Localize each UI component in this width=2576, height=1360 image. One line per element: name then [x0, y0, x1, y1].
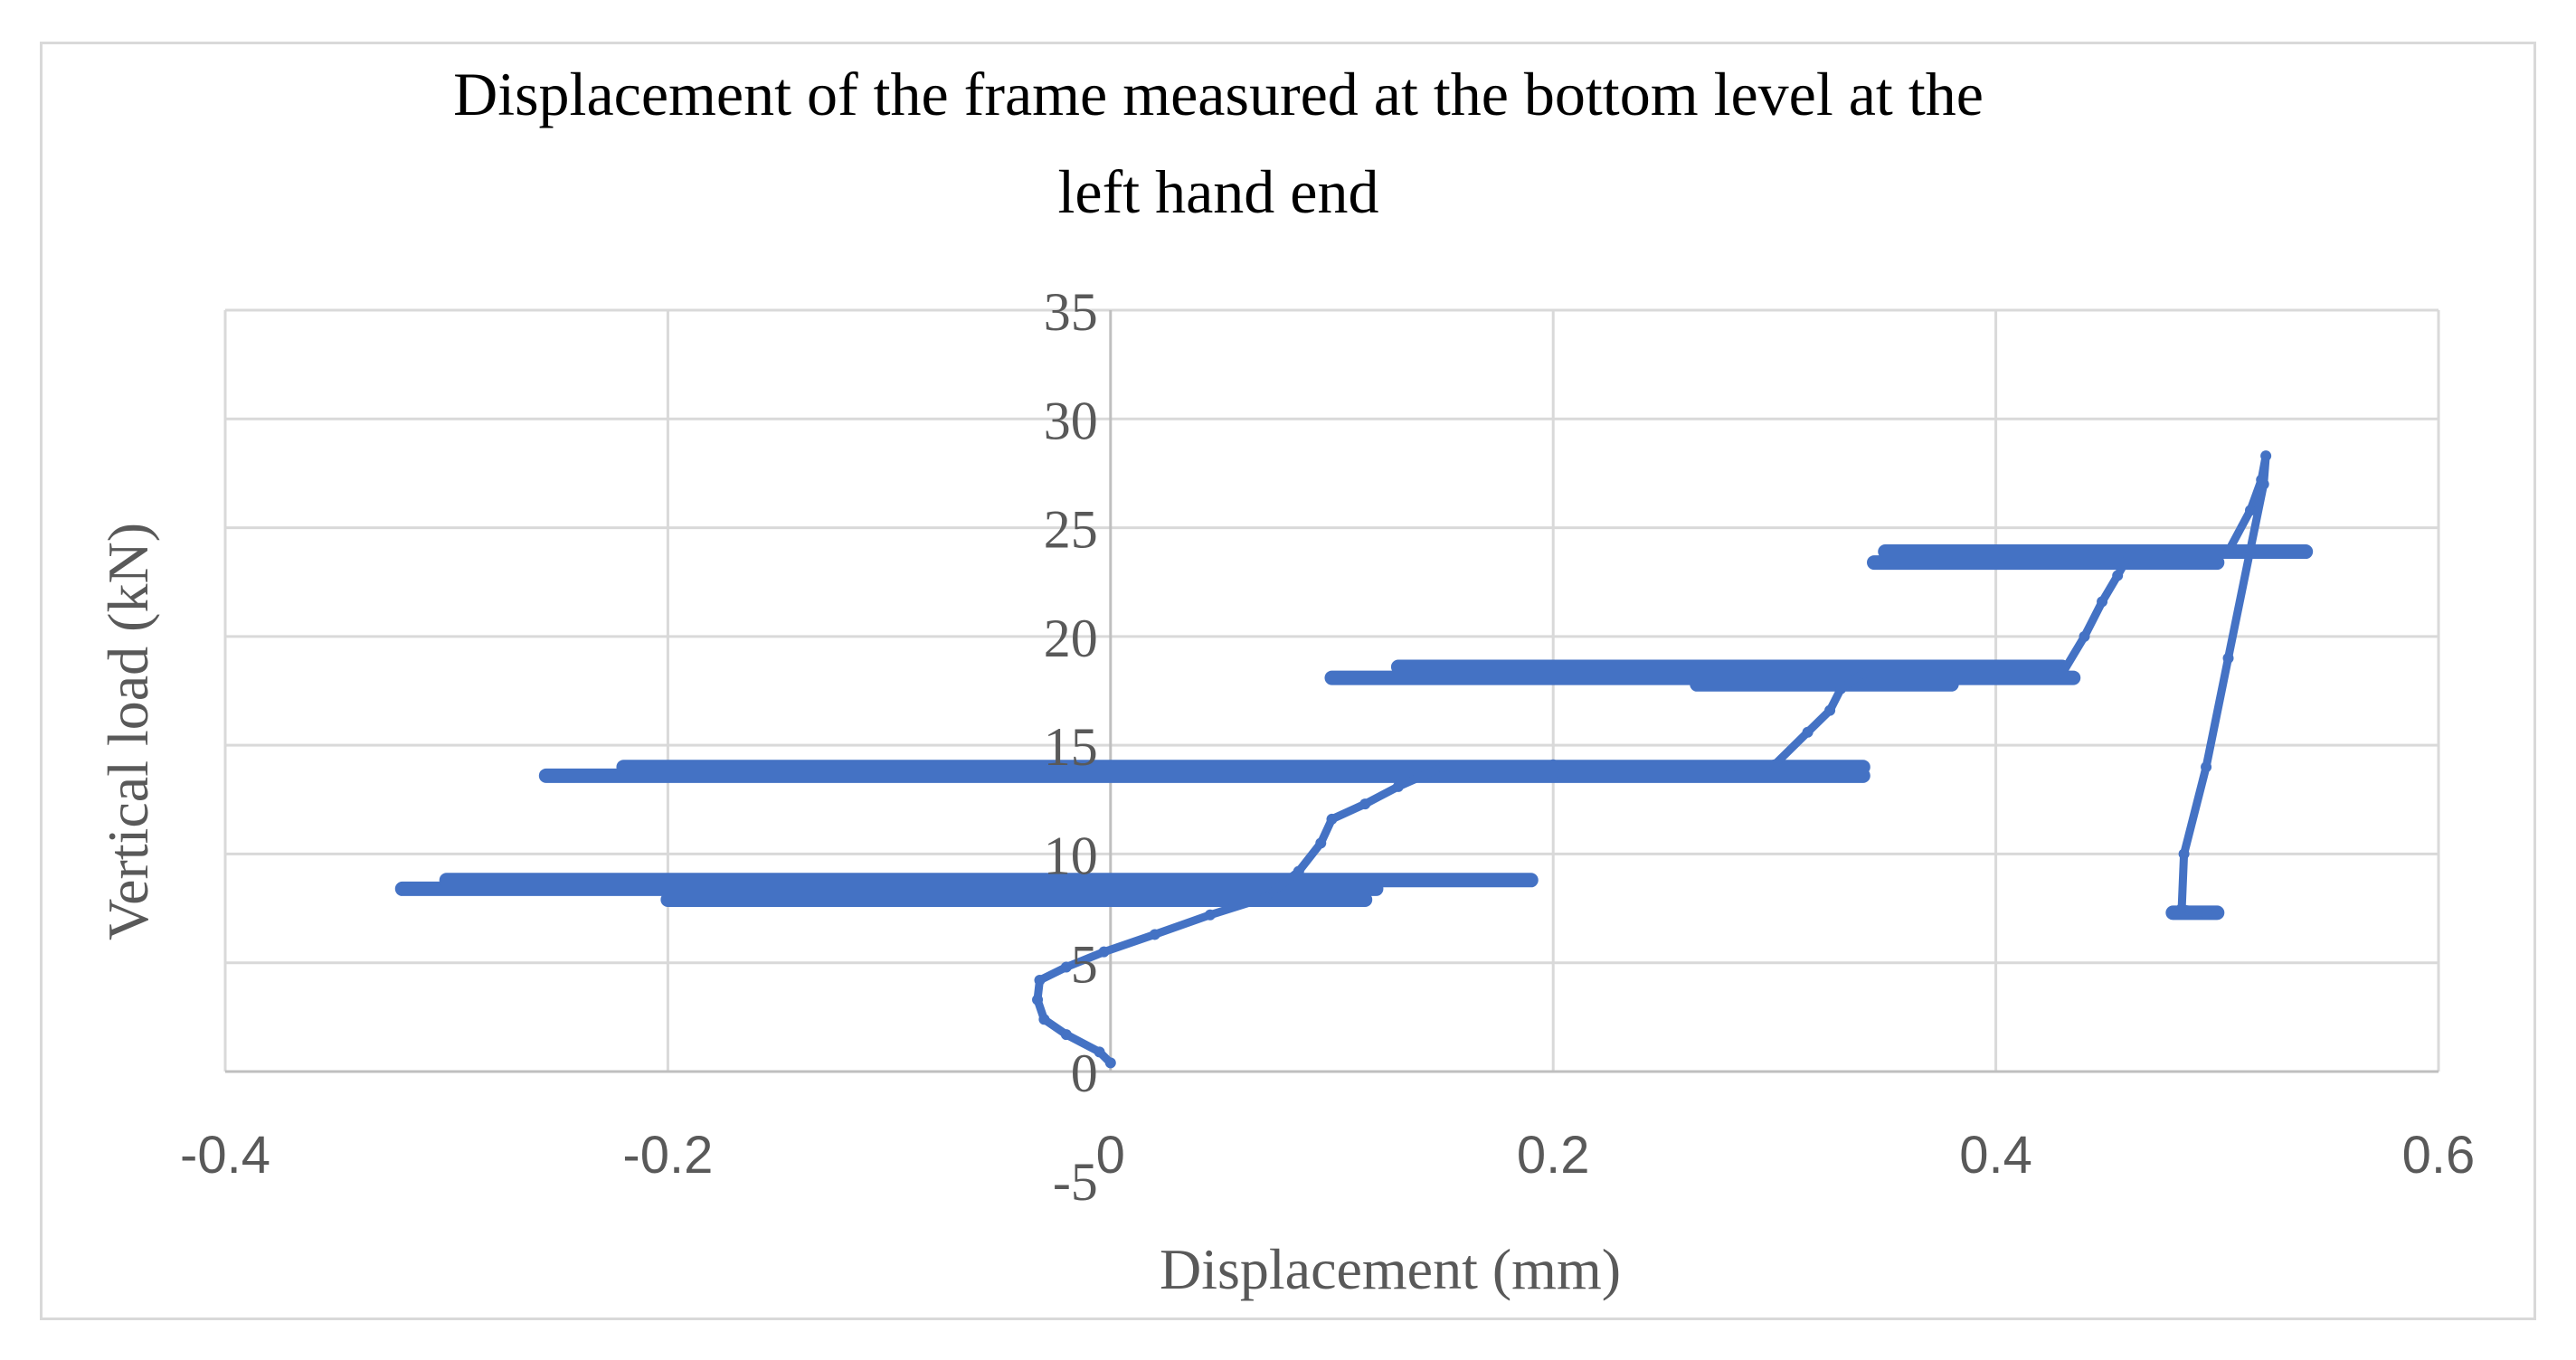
data-point	[1768, 759, 1780, 770]
y-tick-label: 30	[1044, 391, 1098, 450]
y-tick-label: 10	[1044, 826, 1098, 885]
data-point	[1098, 946, 1110, 958]
y-tick-label: 15	[1044, 717, 1098, 777]
data-path	[1033, 451, 2270, 1067]
data-point	[1392, 780, 1404, 792]
data-point	[1094, 1046, 1105, 1058]
data-point	[2178, 848, 2190, 860]
data-point	[1315, 837, 1327, 849]
chart-frame: 0 5 10 15 20 25 30 35 -5 -0.4 -0.2 0 0.2 0.4 0.6 Displ…	[40, 42, 2536, 1320]
gridlines	[223, 308, 2440, 1073]
data-point	[2079, 630, 2090, 642]
data-point	[1835, 683, 1847, 694]
x-tick-label: 0.6	[2402, 1126, 2476, 1185]
tick-labels: 0 5 10 15 20 25 30 35 -5 -0.4 -0.2 0 0.2 0.4 0.6	[180, 282, 2475, 1212]
data-point	[1204, 909, 1216, 921]
y-tick-label: 5	[1071, 935, 1098, 995]
y-tick-label: 35	[1044, 282, 1098, 342]
data-point	[2201, 907, 2212, 919]
y-tick-label: 20	[1044, 609, 1098, 668]
data-point	[2245, 505, 2257, 516]
data-point	[1260, 892, 1272, 903]
data-series	[394, 450, 2314, 1069]
data-point	[1060, 1029, 1072, 1041]
data-point	[2222, 652, 2234, 664]
data-point	[2112, 570, 2124, 581]
chart-title-line-2: left hand end	[1058, 157, 1379, 226]
data-point	[1359, 798, 1371, 810]
data-point	[2097, 596, 2108, 608]
chart-title-line-1: Displacement of the frame measured at th…	[453, 60, 1984, 128]
x-tick-label: -0.4	[180, 1126, 270, 1185]
data-point	[2057, 667, 2069, 679]
data-point	[1857, 667, 1869, 679]
data-point	[2260, 450, 2272, 462]
x-tick-label: -0.2	[622, 1126, 713, 1185]
data-point	[2176, 902, 2188, 914]
y-tick-label: 25	[1044, 500, 1098, 560]
chart-svg: 0 5 10 15 20 25 30 35 -5 -0.4 -0.2 0 0.2 0.4 0.6 Displ…	[96, 60, 2475, 1301]
data-point	[1032, 994, 1044, 1006]
data-point	[1149, 929, 1160, 940]
y-tick-label-minus-5: -5	[1053, 1152, 1098, 1212]
data-point	[1293, 865, 1304, 877]
data-point	[1326, 813, 1338, 825]
data-point	[1436, 761, 1448, 773]
x-axis-label: Displacement (mm)	[1160, 1237, 1621, 1301]
data-point	[1034, 974, 1046, 986]
data-point	[1548, 759, 1559, 770]
data-point	[2222, 546, 2234, 558]
x-tick-label: 0.4	[1959, 1126, 2032, 1185]
data-point	[2201, 761, 2212, 773]
data-point	[2245, 543, 2257, 555]
data-point	[1060, 961, 1072, 973]
data-point	[1824, 704, 1836, 716]
y-tick-label: 0	[1071, 1044, 1098, 1103]
data-point	[1802, 726, 1814, 738]
data-point	[2123, 550, 2135, 562]
data-point	[1038, 1014, 1050, 1025]
data-point	[1104, 1057, 1116, 1069]
data-point	[2258, 478, 2269, 490]
x-tick-label: 0.2	[1517, 1126, 1590, 1185]
data-point	[1724, 761, 1736, 773]
x-tick-label: 0	[1096, 1126, 1125, 1185]
y-axis-label: Vertical load (kN)	[96, 523, 160, 940]
